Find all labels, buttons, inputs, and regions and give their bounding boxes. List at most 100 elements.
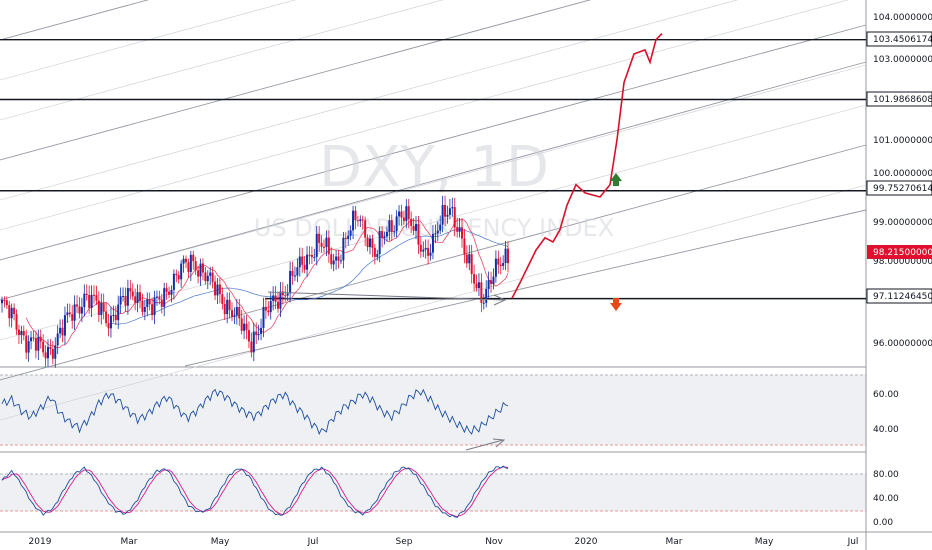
candle-body <box>34 337 37 351</box>
candle-body <box>405 206 408 221</box>
svg-text:97.11246450: 97.11246450 <box>873 292 932 302</box>
candle-body <box>192 254 195 262</box>
candle-body <box>182 258 185 264</box>
rsi-tick: 40.00 <box>873 425 899 435</box>
time-label: May <box>755 537 774 547</box>
candle-body <box>410 218 413 226</box>
candle-body <box>177 275 180 280</box>
price-divergence-arrow[interactable] <box>267 291 507 306</box>
candle-body <box>247 330 250 342</box>
candle-body <box>102 302 105 312</box>
candle-body <box>66 312 69 316</box>
projection-path[interactable] <box>511 33 663 299</box>
candle-body <box>310 254 313 258</box>
candle-body <box>507 248 509 264</box>
candle-body <box>10 307 13 319</box>
candle-body <box>76 304 79 307</box>
svg-text:103.45061745: 103.45061745 <box>873 35 932 45</box>
candle-body <box>412 225 415 231</box>
candle-body <box>146 299 149 308</box>
candle-body <box>424 247 427 250</box>
candle-body <box>477 282 480 289</box>
candle-body <box>80 307 83 314</box>
candle-body <box>73 304 76 321</box>
candle-body <box>218 284 221 295</box>
candle-body <box>502 263 505 266</box>
candle-body <box>395 216 398 232</box>
level-label: 99.75270614 <box>866 180 932 196</box>
rsi-divergence-arrow[interactable] <box>465 438 506 451</box>
candle-body <box>199 263 202 277</box>
sma-long-line <box>110 229 509 325</box>
candle-body <box>487 280 490 289</box>
candle-body <box>497 258 500 265</box>
candle-body <box>344 237 347 240</box>
rsi-line <box>1 388 509 436</box>
candle-body <box>451 207 454 209</box>
candle-body <box>475 283 478 289</box>
channel-line <box>0 184 867 421</box>
candle-body <box>361 219 364 221</box>
candle-body <box>163 288 166 307</box>
price-axis[interactable]: 104.00000000 103.00000000 101.00000000 1… <box>873 13 932 349</box>
rsi-axis[interactable]: 60.00 40.00 <box>873 390 899 435</box>
candle-body <box>158 296 161 300</box>
candle-body <box>490 280 493 284</box>
svg-text:99.75270614: 99.75270614 <box>873 184 932 194</box>
candle-body <box>189 254 192 272</box>
candle-body <box>54 345 57 359</box>
candle-body <box>112 314 115 316</box>
candle-body <box>291 270 294 276</box>
candle-body <box>366 237 369 248</box>
candle-body <box>315 233 318 257</box>
price-tick: 104.00000000 <box>873 13 932 23</box>
candle-body <box>206 275 209 282</box>
candle-body <box>22 331 25 336</box>
candle-body <box>337 256 340 261</box>
candle-body <box>197 270 200 277</box>
time-label: May <box>211 537 230 547</box>
stoch-k-line <box>1 465 509 519</box>
price-panel[interactable] <box>0 0 866 366</box>
time-label: Nov <box>485 537 503 547</box>
time-axis[interactable]: 2019 Mar May Jul Sep Nov 2020 Mar May Ju… <box>29 537 859 547</box>
candle-body <box>204 272 207 282</box>
candle-body <box>264 306 267 311</box>
candle-body <box>255 331 258 336</box>
candle-body <box>250 341 253 353</box>
candle-body <box>97 300 100 316</box>
candle-body <box>83 293 86 308</box>
candle-body <box>494 258 497 277</box>
candle-body <box>187 262 190 272</box>
candle-body <box>194 261 197 271</box>
candle-body <box>126 288 129 306</box>
horizontal-levels[interactable] <box>0 38 866 300</box>
arrow-down-icon <box>610 298 622 311</box>
candle-body <box>313 256 316 258</box>
stoch-tick: 80.00 <box>873 470 899 480</box>
candle-body <box>373 247 376 257</box>
candle-body <box>269 300 272 313</box>
candle-body <box>320 242 323 247</box>
price-tick: 98.00000000 <box>873 257 932 267</box>
channel-lines[interactable] <box>0 0 867 421</box>
candle-body <box>85 293 88 296</box>
candle-body <box>378 231 381 255</box>
candle-body <box>129 288 132 292</box>
candle-body <box>301 256 304 265</box>
candle-body <box>415 223 417 231</box>
candle-body <box>393 231 396 233</box>
candle-body <box>139 292 141 302</box>
channel-line <box>0 104 867 341</box>
candle-body <box>376 254 379 257</box>
stoch-axis[interactable]: 80.00 40.00 0.00 <box>873 470 899 528</box>
candle-body <box>436 230 439 234</box>
candle-body <box>114 314 117 321</box>
candle-body <box>240 318 243 331</box>
candle-body <box>39 336 42 342</box>
candle-body <box>419 244 422 252</box>
candle-body <box>243 323 246 331</box>
candle-body <box>342 237 345 261</box>
candle-body <box>296 267 299 276</box>
